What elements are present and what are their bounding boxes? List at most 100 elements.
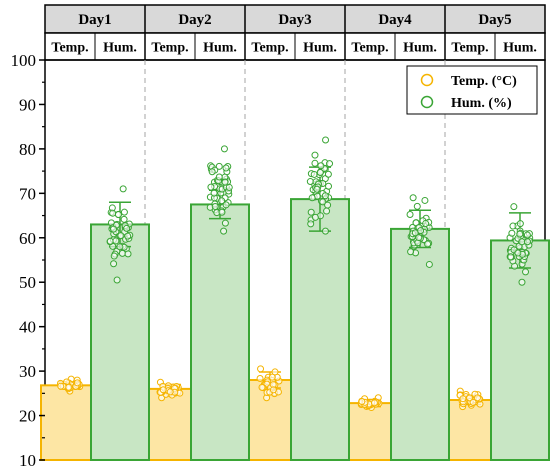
- data-point: [306, 178, 314, 186]
- legend: Temp. (°C) Hum. (%): [406, 65, 538, 115]
- header-sub-label: Temp.: [51, 41, 88, 56]
- bar-hum: [190, 203, 250, 461]
- data-point: [321, 227, 329, 235]
- data-point: [110, 252, 118, 260]
- legend-marker: [420, 73, 434, 87]
- data-point: [415, 234, 423, 242]
- bar-temp: [40, 384, 100, 462]
- data-point: [268, 373, 276, 381]
- y-tick-label: 10: [19, 451, 36, 470]
- data-point: [523, 238, 531, 246]
- data-point: [124, 232, 132, 240]
- data-point: [319, 198, 327, 206]
- data-point: [324, 201, 332, 209]
- data-point: [57, 382, 65, 390]
- data-point: [522, 268, 530, 276]
- data-point: [308, 194, 316, 202]
- header-sub-label: Temp.: [451, 41, 488, 56]
- data-point: [409, 194, 417, 202]
- header-sub-label: Hum.: [303, 41, 337, 56]
- data-point: [207, 183, 215, 191]
- header-day-label: Day2: [178, 12, 211, 28]
- data-point: [514, 249, 522, 257]
- y-tick-label: 40: [19, 318, 36, 337]
- data-point: [311, 159, 319, 167]
- data-point: [222, 201, 230, 209]
- data-point: [110, 225, 118, 233]
- data-point: [523, 231, 531, 239]
- data-point: [220, 145, 228, 153]
- y-axis: 10 20 30 40 50 60 70 80 90 100: [11, 51, 45, 470]
- data-point: [421, 196, 429, 204]
- data-point: [120, 208, 128, 216]
- legend-marker: [420, 95, 434, 109]
- data-point: [321, 192, 329, 200]
- data-point: [358, 397, 366, 405]
- data-point: [413, 202, 421, 210]
- data-point: [114, 211, 122, 219]
- data-point: [210, 189, 218, 197]
- data-point: [310, 170, 318, 178]
- data-point: [516, 230, 524, 238]
- data-point: [323, 207, 331, 215]
- data-point: [108, 204, 116, 212]
- data-point: [518, 278, 526, 286]
- data-point: [510, 203, 518, 211]
- y-tick-label: 60: [19, 229, 36, 248]
- data-point: [307, 208, 315, 216]
- data-point: [313, 185, 321, 193]
- data-point: [218, 197, 226, 205]
- y-tick-label: 90: [19, 95, 36, 114]
- y-tick-label: 50: [19, 273, 36, 292]
- data-point: [508, 229, 516, 237]
- data-point: [317, 162, 325, 170]
- data-point: [326, 160, 334, 168]
- data-point: [221, 219, 229, 227]
- data-point: [322, 136, 330, 144]
- data-point: [215, 173, 223, 181]
- data-point: [424, 240, 432, 248]
- data-point: [159, 386, 167, 394]
- header-table: Day1 Temp. Hum. Day2 Temp. Hum. Day3 Temp. Hum. D…: [44, 4, 546, 61]
- data-point: [222, 164, 230, 172]
- data-point: [221, 178, 229, 186]
- data-point: [407, 248, 415, 256]
- data-point: [269, 386, 277, 394]
- bar-hum: [290, 198, 350, 461]
- data-point: [469, 398, 477, 406]
- data-point: [120, 215, 128, 223]
- data-point: [459, 395, 467, 403]
- data-point: [518, 238, 526, 246]
- data-point: [311, 213, 319, 221]
- data-point: [65, 383, 73, 391]
- data-point: [258, 383, 266, 391]
- header-sub-label: Temp.: [251, 41, 288, 56]
- data-point: [116, 243, 124, 251]
- data-point: [215, 162, 223, 170]
- data-point: [220, 227, 228, 235]
- header-day-row: [44, 4, 546, 34]
- data-point: [370, 399, 378, 407]
- data-point: [113, 276, 121, 284]
- data-point: [211, 202, 219, 210]
- data-point: [425, 260, 433, 268]
- data-point: [218, 208, 226, 216]
- data-point: [516, 220, 524, 228]
- data-point: [311, 151, 319, 159]
- data-point: [166, 388, 174, 396]
- data-point: [422, 220, 430, 228]
- data-point: [124, 250, 132, 258]
- header-sub-label: Hum.: [103, 41, 137, 56]
- header-day-label: Day3: [278, 12, 311, 28]
- data-point: [112, 237, 120, 245]
- y-tick-label: 30: [19, 362, 36, 381]
- data-point: [256, 374, 264, 382]
- header-day-label: Day5: [478, 12, 511, 28]
- header-day-label: Day1: [78, 12, 111, 28]
- data-point: [257, 365, 265, 373]
- header-sub-label: Hum.: [403, 41, 437, 56]
- header-sub-label: Hum.: [503, 41, 537, 56]
- bar-hum: [390, 227, 450, 461]
- data-point: [417, 227, 425, 235]
